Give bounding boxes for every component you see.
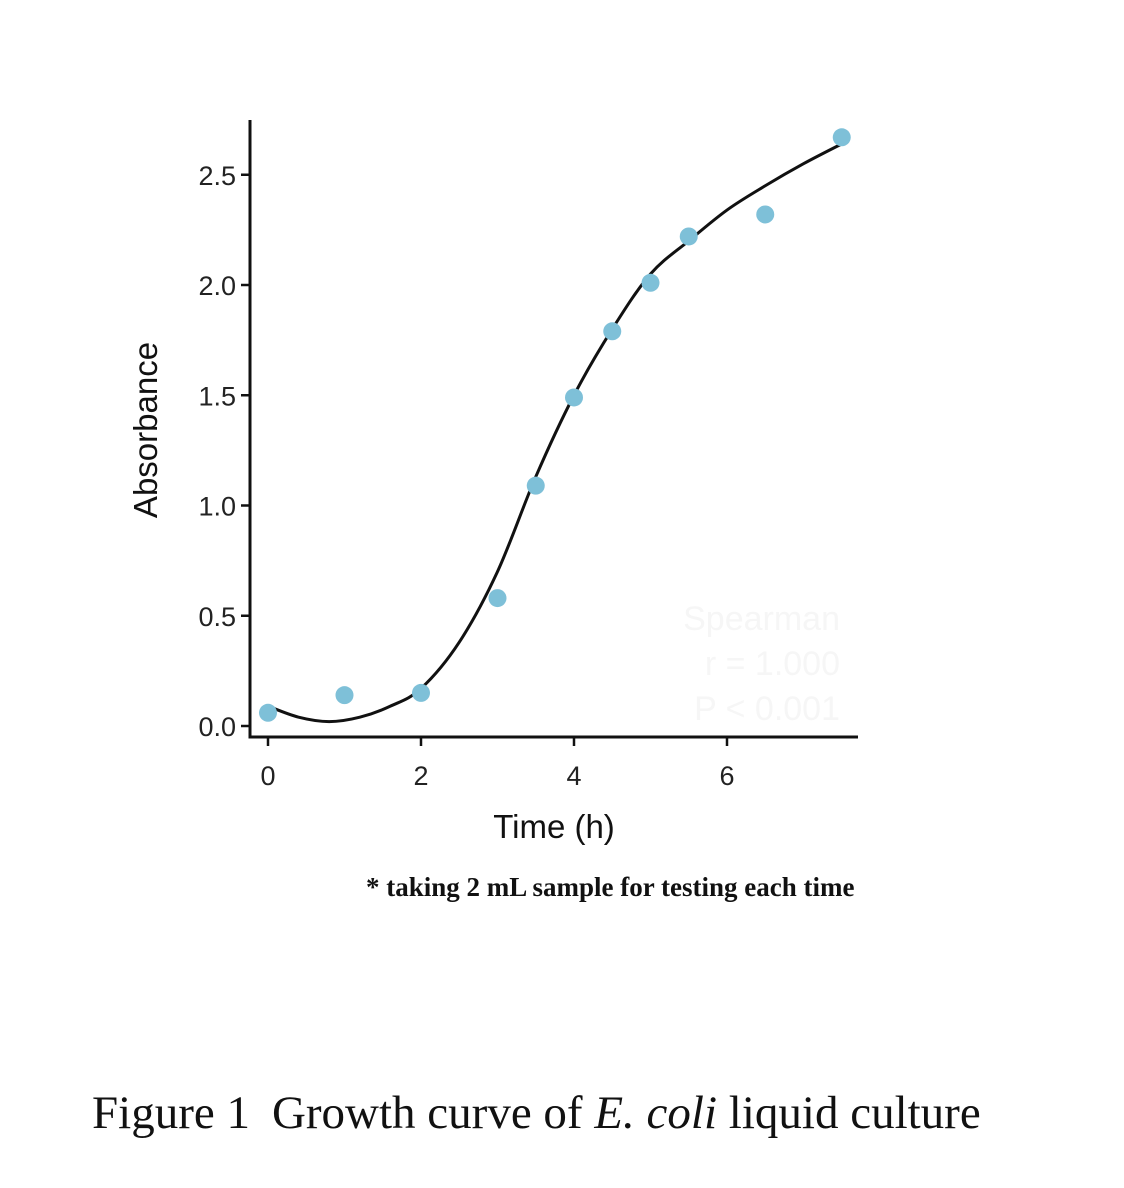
data-points-layer	[259, 128, 851, 722]
figure-caption: Figure 1 Growth curve of E. coli liquid c…	[92, 1086, 981, 1140]
annotation-line: r = 1.000	[705, 645, 840, 683]
y-axis: 0.0 0.5 1.0 1.5 2.0 2.5	[198, 120, 252, 742]
y-axis-title: Absorbance	[127, 342, 164, 518]
x-tick-label: 2	[413, 761, 428, 791]
caption-text-before: Growth curve of	[271, 1087, 595, 1139]
y-tick-label: 1.0	[198, 492, 236, 522]
data-point	[756, 205, 775, 224]
data-point	[603, 322, 622, 341]
spearman-annotation: Spearman r = 1.000 P < 0.001	[683, 600, 840, 728]
figure-label: Figure 1	[92, 1087, 250, 1139]
x-axis: 0 2 4 6	[248, 735, 858, 791]
x-axis-title: Time (h)	[493, 808, 615, 845]
y-tick-label: 2.5	[198, 161, 236, 191]
y-tick-label: 1.5	[198, 381, 236, 411]
data-point	[679, 227, 698, 246]
data-point	[259, 703, 277, 722]
data-point	[832, 128, 851, 147]
data-point	[565, 388, 583, 407]
data-point	[526, 476, 545, 495]
x-tick-label: 4	[566, 761, 581, 791]
data-point	[412, 683, 430, 702]
sampling-note: * taking 2 mL sample for testing each ti…	[366, 872, 855, 902]
y-tick-label: 0.5	[198, 602, 236, 632]
caption-text-after: liquid culture	[717, 1087, 981, 1139]
annotation-line: P < 0.001	[694, 690, 840, 728]
y-tick-label: 0.0	[198, 712, 236, 742]
caption-italic-organism: E. coli	[594, 1087, 718, 1139]
y-tick-label: 2.0	[198, 271, 236, 301]
x-tick-label: 0	[260, 761, 275, 791]
annotation-line: Spearman	[683, 600, 840, 638]
data-point	[335, 686, 354, 705]
data-point	[488, 589, 507, 608]
data-point	[641, 273, 660, 292]
x-tick-label: 6	[719, 761, 734, 791]
